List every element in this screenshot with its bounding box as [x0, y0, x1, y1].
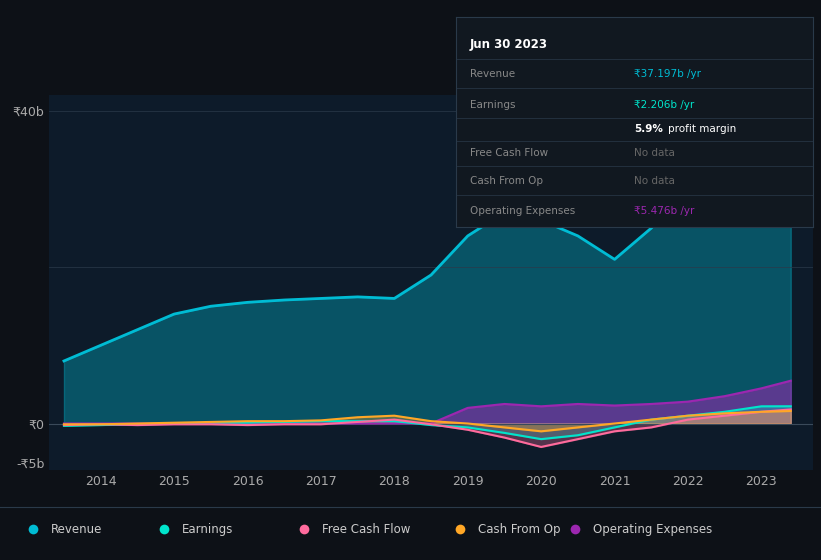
Text: No data: No data [635, 176, 675, 185]
Text: Revenue: Revenue [470, 68, 515, 78]
Text: Revenue: Revenue [51, 522, 103, 536]
Text: ₹2.206b /yr: ₹2.206b /yr [635, 100, 695, 110]
Text: 5.9%: 5.9% [635, 124, 663, 134]
Text: Earnings: Earnings [182, 522, 234, 536]
Text: ₹37.197b /yr: ₹37.197b /yr [635, 68, 701, 78]
Text: No data: No data [635, 148, 675, 158]
Text: Jun 30 2023: Jun 30 2023 [470, 38, 548, 50]
Text: Free Cash Flow: Free Cash Flow [322, 522, 410, 536]
Text: Cash From Op: Cash From Op [470, 176, 543, 185]
Text: profit margin: profit margin [668, 124, 736, 134]
Text: Free Cash Flow: Free Cash Flow [470, 148, 548, 158]
Text: ₹5.476b /yr: ₹5.476b /yr [635, 206, 695, 216]
Text: Operating Expenses: Operating Expenses [470, 206, 576, 216]
Text: Earnings: Earnings [470, 100, 516, 110]
Text: Operating Expenses: Operating Expenses [593, 522, 712, 536]
Text: Cash From Op: Cash From Op [478, 522, 560, 536]
